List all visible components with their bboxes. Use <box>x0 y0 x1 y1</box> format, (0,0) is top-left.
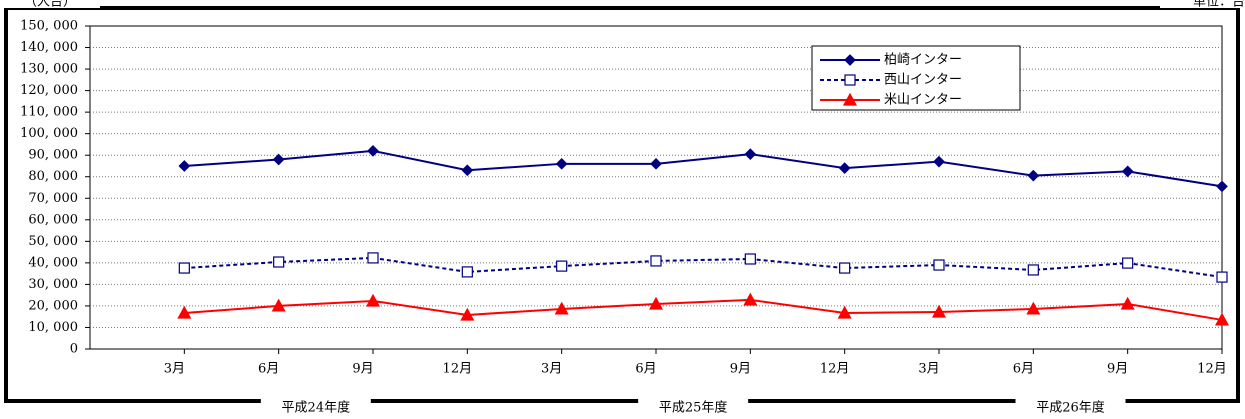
x-tick-label: 12月 <box>1197 362 1227 377</box>
legend-label: 柏崎インター <box>884 53 962 68</box>
marker <box>1027 169 1040 182</box>
marker <box>460 307 475 321</box>
x-tick-label: 9月 <box>730 362 751 377</box>
y-tick-label: 80, 000 <box>28 169 78 184</box>
marker <box>272 153 285 166</box>
x-tick-label: 6月 <box>635 362 656 377</box>
y-tick-label: 20, 000 <box>28 298 78 313</box>
y-tick-label: 110, 000 <box>20 105 78 120</box>
x-tick-label: 9月 <box>1107 362 1128 377</box>
marker <box>744 253 756 265</box>
group-mask <box>1015 395 1126 419</box>
marker <box>650 157 662 170</box>
y-tick-label: 140, 000 <box>20 40 78 55</box>
x-tick-label: 3月 <box>541 362 562 377</box>
mask <box>0 0 100 8</box>
y-tick-label: 40, 000 <box>28 255 78 270</box>
marker <box>744 148 757 160</box>
marker <box>178 160 191 172</box>
group-label: 平成25年度 <box>659 400 728 416</box>
marker <box>838 162 851 174</box>
marker <box>844 74 856 86</box>
x-tick-label: 3月 <box>164 362 185 377</box>
group-mask <box>260 395 371 419</box>
y-unit: （人台） <box>24 0 76 10</box>
marker <box>650 255 662 267</box>
marker <box>367 252 379 264</box>
marker <box>367 145 379 157</box>
y-tick-label: 120, 000 <box>20 83 78 98</box>
group-label: 平成26年度 <box>1036 400 1105 416</box>
marker <box>842 92 858 106</box>
marker <box>648 296 664 310</box>
marker <box>743 292 758 306</box>
marker <box>1026 301 1041 315</box>
y-tick-label: 150, 000 <box>20 19 78 34</box>
marker <box>931 304 947 318</box>
frame <box>4 6 1240 403</box>
y-tick-label: 70, 000 <box>28 191 78 206</box>
y-tick-label: 0 <box>70 342 78 357</box>
mask <box>1160 0 1245 8</box>
x-tick-label: 3月 <box>918 362 939 377</box>
marker <box>1216 180 1228 193</box>
marker <box>555 157 568 170</box>
series-line <box>184 298 1223 321</box>
y-tick-label: 90, 000 <box>28 148 78 163</box>
legend-label: 西山インター <box>884 73 962 88</box>
legend-label: 米山インター <box>884 93 962 108</box>
group-mask <box>638 395 749 419</box>
marker <box>177 305 192 319</box>
x-tick-label: 6月 <box>1013 362 1034 377</box>
plot-area <box>89 25 1223 350</box>
y-tick-label: 30, 000 <box>28 277 78 292</box>
y-tick-label: 100, 000 <box>20 126 78 141</box>
marker <box>461 266 473 278</box>
x-tick-label: 12月 <box>820 362 850 377</box>
marker <box>1027 264 1039 276</box>
marker <box>554 301 569 315</box>
marker <box>1214 312 1230 326</box>
marker <box>273 256 285 268</box>
marker <box>933 155 945 168</box>
unit-note: 単位：台 <box>1193 0 1245 10</box>
marker <box>271 298 286 312</box>
y-tick-label: 130, 000 <box>20 62 78 77</box>
x-tick-label: 6月 <box>258 362 279 377</box>
y-tick-label: 50, 000 <box>28 234 78 249</box>
marker <box>178 262 190 274</box>
marker <box>933 259 945 271</box>
marker <box>837 305 852 319</box>
marker <box>1120 296 1135 310</box>
marker <box>1216 271 1228 283</box>
marker <box>365 293 381 307</box>
marker <box>461 164 474 177</box>
x-tick-label: 12月 <box>443 362 473 377</box>
marker <box>1122 257 1134 269</box>
marker <box>556 260 568 272</box>
marker <box>1121 165 1134 178</box>
marker <box>839 262 851 274</box>
y-tick-label: 10, 000 <box>28 320 78 335</box>
y-tick-label: 60, 000 <box>28 212 78 227</box>
marker <box>844 54 856 66</box>
series-line <box>184 149 1223 188</box>
group-label: 平成24年度 <box>282 400 351 416</box>
x-tick-label: 9月 <box>352 362 373 377</box>
series-line <box>184 256 1223 279</box>
